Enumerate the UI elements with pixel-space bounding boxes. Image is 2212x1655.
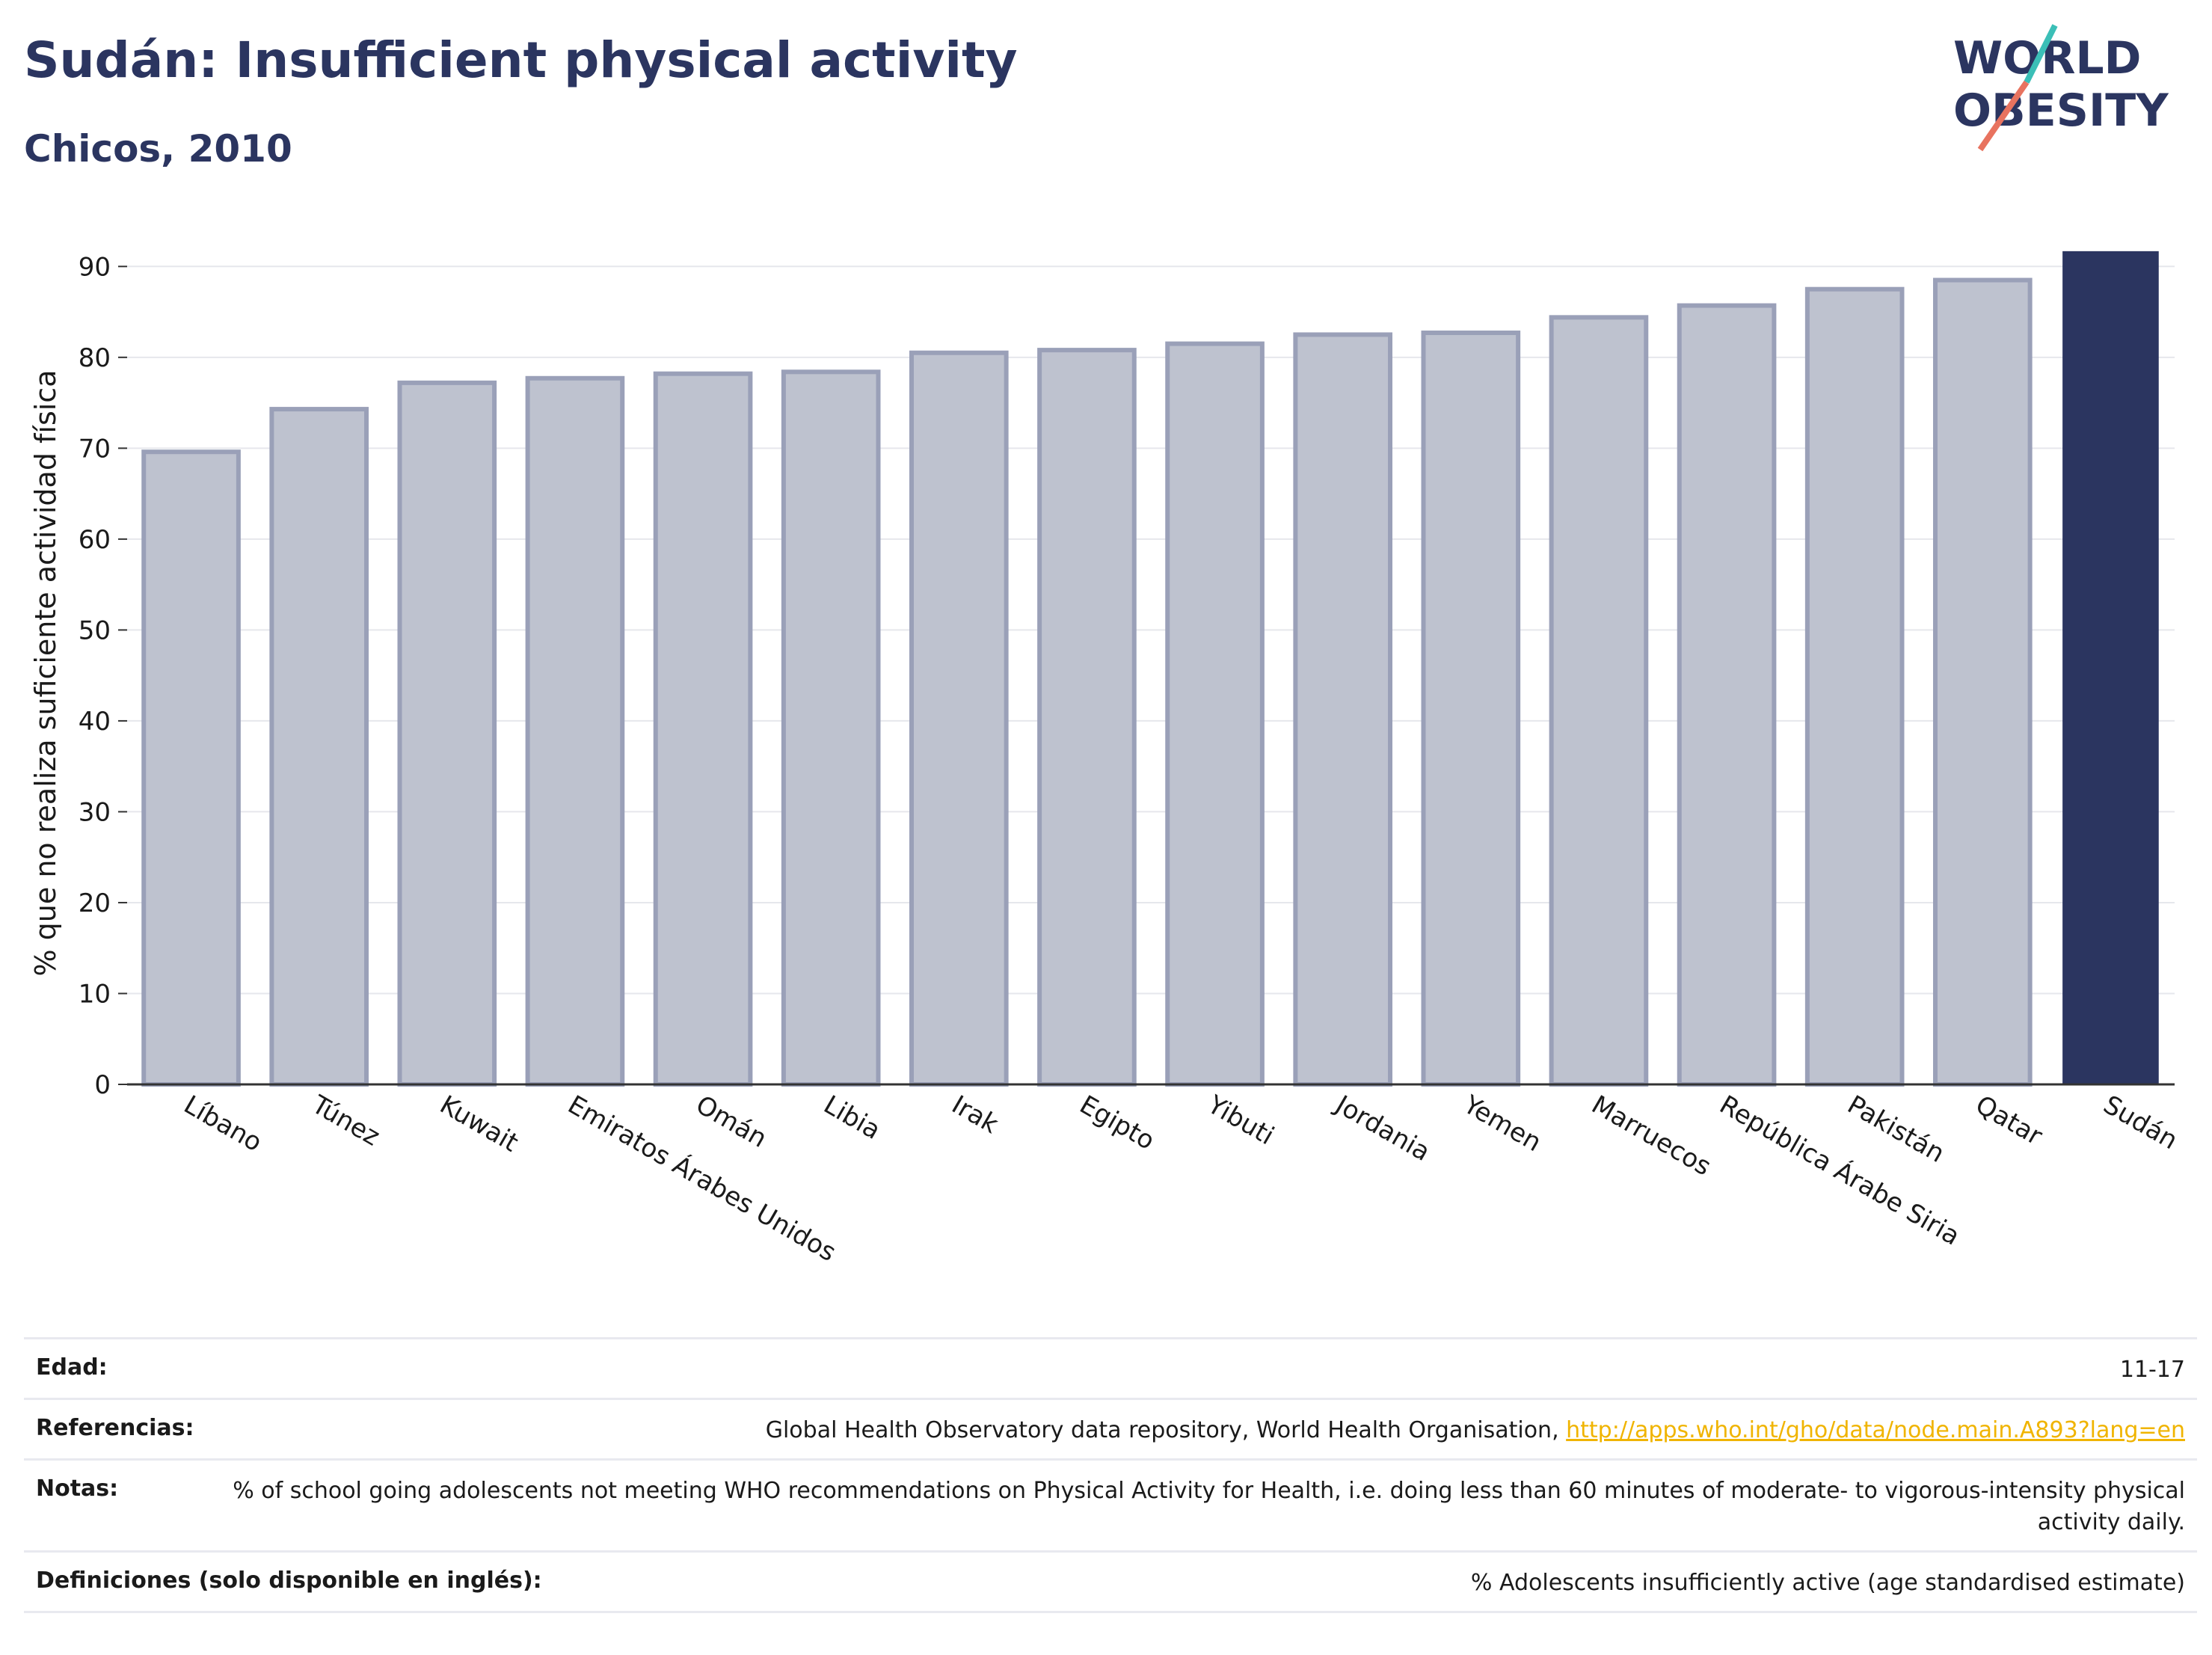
metadata-row: Notas: % of school going adolescents not … [24, 1458, 2197, 1550]
y-tick-label: 40 [79, 707, 111, 737]
x-tick-label: Irak [947, 1090, 1004, 1140]
bar-jordania [1293, 332, 1393, 1087]
chart-subtitle: Chicos, 2010 [24, 127, 292, 171]
y-tick-label: 50 [79, 615, 111, 645]
metadata-key: Edad: [36, 1354, 108, 1381]
y-tick-label: 90 [79, 252, 111, 282]
metadata-row: Edad: 11-17 [24, 1337, 2197, 1398]
y-tick-label: 60 [79, 525, 111, 555]
metadata-row: Referencias: Global Health Observatory da… [24, 1398, 2197, 1458]
x-tick-label: Yemen [1457, 1090, 1546, 1158]
metadata-key: Referencias: [36, 1415, 194, 1441]
bar-irak [909, 350, 1009, 1087]
bar-emiratos-árabes-unidos [525, 375, 625, 1087]
x-tick-label: Marruecos [1586, 1090, 1715, 1182]
metadata-value: % of school going adolescents not meetin… [148, 1476, 2185, 1538]
y-tick-label: 80 [79, 343, 111, 373]
y-tick-label: 70 [79, 434, 111, 464]
y-tick-label: 0 [94, 1070, 111, 1100]
logo-slash-coral [1977, 80, 2030, 152]
bar-república-árabe-siria [1677, 303, 1777, 1087]
x-tick-label: República Árabe Siria [1715, 1089, 1965, 1251]
metadata-value-text: 11-17 [2119, 1357, 2185, 1383]
bar-egipto [1037, 348, 1137, 1087]
metadata-value: 11-17 [2120, 1354, 2185, 1386]
metadata-table: Edad: 11-17 Referencias: Global Health Obse… [24, 1337, 2197, 1613]
x-tick-label: Líbano [179, 1090, 267, 1158]
x-tick-label: Sudán [2098, 1090, 2183, 1155]
x-tick-label: Libia [819, 1090, 886, 1146]
bar-libia [781, 369, 881, 1087]
reference-link[interactable]: http://apps.who.int/gho/data/node.main.A… [1566, 1417, 2185, 1443]
y-tick-label: 20 [79, 888, 111, 918]
x-tick-label: Kuwait [434, 1090, 523, 1158]
metadata-value-text: Global Health Observatory data repositor… [765, 1417, 1567, 1443]
bar-marruecos [1549, 315, 1649, 1087]
world-obesity-logo: WORLD OBESITY [1953, 24, 2169, 152]
x-tick-label: Omán [691, 1090, 772, 1154]
metadata-value: % Adolescents insufficiently active (age… [1471, 1568, 2185, 1599]
x-tick-label: Jordania [1329, 1089, 1435, 1167]
metadata-key: Notas: [36, 1476, 119, 1502]
bar-pakistán [1804, 286, 1905, 1087]
bar-qatar [1932, 277, 2033, 1087]
x-tick-label: Egipto [1075, 1090, 1160, 1156]
y-tick-label: 30 [79, 797, 111, 827]
bar-sudán [2062, 251, 2159, 1086]
bar-yemen [1421, 331, 1521, 1087]
chart-title: Sudán: Insufficient physical activity [24, 31, 1018, 89]
logo-slash-teal [2024, 24, 2058, 84]
bar-túnez [269, 407, 369, 1087]
metadata-row: Definiciones (solo disponible en inglés)… [24, 1550, 2197, 1613]
x-tick-label: Pakistán [1843, 1090, 1950, 1169]
metadata-value-text: % Adolescents insufficiently active (age… [1470, 1570, 2185, 1596]
x-tick-label: Yibuti [1202, 1090, 1279, 1152]
bars [141, 251, 2159, 1087]
metadata-value: Global Health Observatory data repositor… [766, 1415, 2185, 1446]
y-axis-ticks: 0 10 20 30 40 50 60 70 80 90 [79, 252, 127, 1100]
bar-líbano [141, 449, 241, 1087]
x-tick-label: Qatar [1970, 1090, 2047, 1152]
bar-omán [653, 371, 753, 1087]
bar-kuwait [397, 380, 497, 1087]
logo-text-obesity: OBESITY [1953, 85, 2169, 137]
metadata-value-text: % of school going adolescents not meetin… [233, 1478, 2185, 1535]
x-axis-labels: Líbano Túnez Kuwait Emiratos Árabes UnidosO… [179, 1089, 2183, 1268]
bar-yibuti [1165, 341, 1265, 1087]
x-tick-label: Túnez [306, 1090, 384, 1152]
y-axis-title: % que no realiza suficiente actividad fí… [29, 370, 62, 977]
metadata-key: Definiciones (solo disponible en inglés)… [36, 1568, 542, 1594]
y-tick-label: 10 [79, 979, 111, 1009]
